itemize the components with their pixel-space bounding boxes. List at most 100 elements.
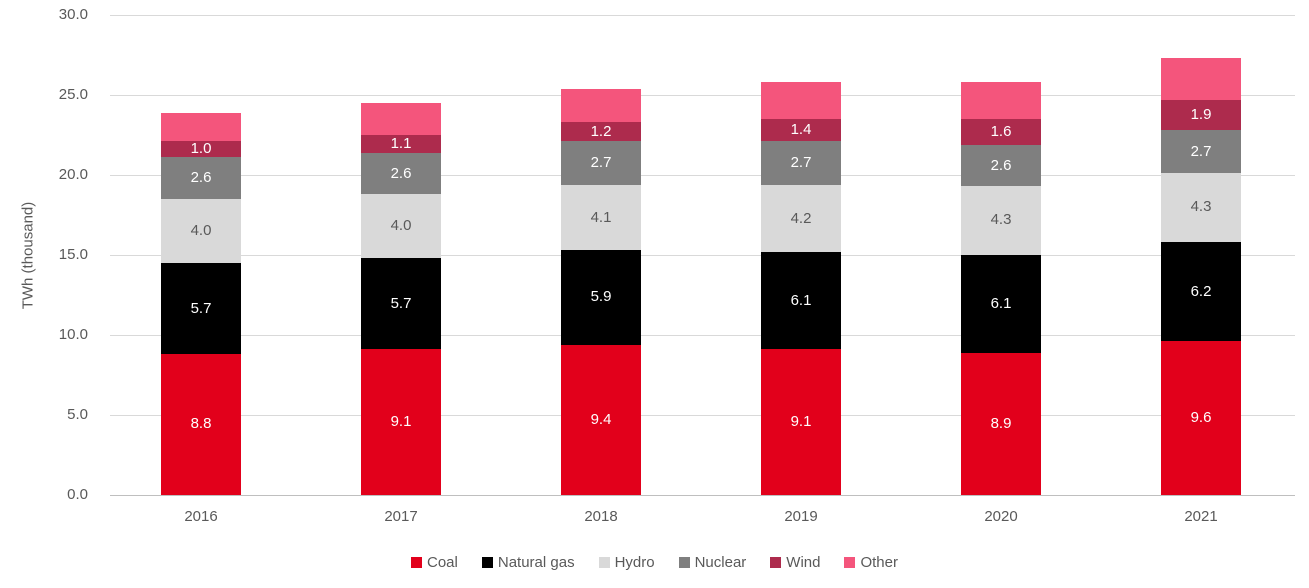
bar-segment-natural-gas-2021 [1161, 242, 1241, 342]
bar-segment-coal-2016 [161, 354, 241, 495]
value-label: 5.9 [590, 288, 612, 306]
gridline [110, 255, 1295, 256]
bar-segment-nuclear-2019 [761, 141, 841, 185]
value-label: 9.1 [390, 413, 412, 431]
bar-segment-wind-2017 [361, 135, 441, 153]
value-label: 5.7 [390, 295, 412, 313]
bar-segment-hydro-2020 [961, 186, 1041, 255]
y-tick-label: 25.0 [58, 86, 88, 103]
gridline [110, 95, 1295, 96]
value-label: 2.6 [990, 156, 1012, 174]
value-label: 5.7 [190, 300, 212, 317]
legend-item-nuclear: Nuclear [678, 554, 747, 571]
value-label: 6.1 [990, 295, 1012, 312]
bar-segment-coal-2017 [361, 349, 441, 495]
value-label: 1.4 [790, 121, 812, 138]
x-tick-label: 2016 [184, 508, 218, 525]
y-tick-label: 20.0 [58, 166, 88, 183]
y-tick-label: 15.0 [58, 246, 88, 263]
legend-label: Natural gas [497, 554, 575, 571]
legend-label: Other [860, 554, 898, 571]
gridline [110, 335, 1295, 336]
y-tick-label: 10.0 [58, 326, 88, 343]
bar-segment-wind-2016 [161, 141, 241, 158]
bar-segment-coal-2018 [561, 344, 641, 495]
value-label: 9.1 [790, 413, 812, 431]
x-tick-label: 2018 [584, 508, 618, 525]
legend-item-coal: Coal [411, 554, 458, 571]
value-label: 6.2 [1190, 283, 1212, 301]
bar-segment-other-2017 [361, 103, 441, 135]
value-label: 2.7 [590, 154, 612, 172]
bar-segment-hydro-2016 [161, 199, 241, 263]
value-label: 1.6 [990, 123, 1012, 140]
bar-segment-hydro-2018 [561, 184, 641, 251]
legend-swatch-icon [481, 557, 493, 568]
bar-segment-other-2018 [561, 88, 641, 123]
bar-segment-hydro-2017 [361, 194, 441, 259]
legend-item-wind: Wind [770, 554, 820, 571]
legend-item-other: Other [844, 554, 898, 571]
value-label: 1.1 [390, 135, 412, 152]
value-label: 4.3 [1190, 198, 1212, 216]
value-label: 2.6 [190, 169, 212, 187]
bar-segment-hydro-2019 [761, 184, 841, 252]
legend-swatch-icon [844, 557, 856, 568]
legend-swatch-icon [678, 557, 690, 568]
legend-label: Hydro [614, 554, 655, 571]
value-label: 4.0 [190, 222, 212, 239]
x-axis-line [110, 495, 1295, 496]
bar-segment-natural-gas-2019 [761, 251, 841, 350]
x-tick-label: 2021 [1184, 508, 1218, 525]
bar-segment-natural-gas-2018 [561, 250, 641, 345]
legend-label: Nuclear [694, 554, 747, 571]
bar-segment-natural-gas-2016 [161, 263, 241, 355]
bar-segment-other-2016 [161, 112, 241, 142]
bar-segment-other-2021 [1161, 58, 1241, 100]
value-label: 2.7 [1190, 143, 1212, 161]
bar-segment-wind-2018 [561, 122, 641, 142]
y-tick-label: 5.0 [67, 406, 88, 423]
x-tick-label: 2017 [384, 508, 418, 525]
x-tick-label: 2019 [784, 508, 818, 525]
bar-segment-nuclear-2018 [561, 141, 641, 185]
gridline [110, 175, 1295, 176]
bar-segment-nuclear-2017 [361, 152, 441, 195]
bar-segment-coal-2019 [761, 349, 841, 495]
bar-segment-wind-2021 [1161, 99, 1241, 131]
value-label: 8.8 [190, 415, 212, 433]
bar-segment-natural-gas-2017 [361, 258, 441, 350]
value-label: 4.3 [990, 211, 1012, 229]
legend: Coal Natural gas Hydro Nuclear Wind Other [0, 554, 1309, 571]
value-label: 8.9 [990, 414, 1012, 432]
legend-item-hydro: Hydro [598, 554, 655, 571]
value-label: 1.2 [590, 123, 612, 141]
value-label: 2.6 [390, 164, 412, 182]
legend-swatch-icon [598, 557, 610, 568]
gridline [110, 15, 1295, 16]
value-label: 9.4 [590, 410, 612, 428]
bar-segment-nuclear-2016 [161, 157, 241, 199]
bar-segment-coal-2021 [1161, 341, 1241, 495]
bar-segment-other-2020 [961, 82, 1041, 119]
legend-label: Wind [786, 554, 821, 571]
value-label: 2.7 [790, 154, 812, 172]
bar-segment-nuclear-2020 [961, 144, 1041, 187]
legend-label: Coal [427, 554, 458, 571]
y-tick-label: 30.0 [58, 6, 88, 23]
bar-segment-nuclear-2021 [1161, 130, 1241, 174]
value-label: 4.0 [390, 217, 412, 235]
value-label: 6.1 [790, 291, 812, 309]
bar-segment-other-2019 [761, 82, 841, 119]
bar-segment-wind-2019 [761, 119, 841, 142]
value-label: 9.6 [1190, 409, 1212, 427]
bar-segment-natural-gas-2020 [961, 255, 1041, 353]
y-tick-label: 0.0 [67, 486, 88, 503]
legend-swatch-icon [770, 557, 782, 568]
bar-segment-wind-2020 [961, 119, 1041, 145]
x-tick-label: 2020 [984, 508, 1018, 525]
legend-item-natural-gas: Natural gas [481, 554, 575, 571]
value-label: 4.2 [790, 209, 812, 227]
gridline [110, 415, 1295, 416]
